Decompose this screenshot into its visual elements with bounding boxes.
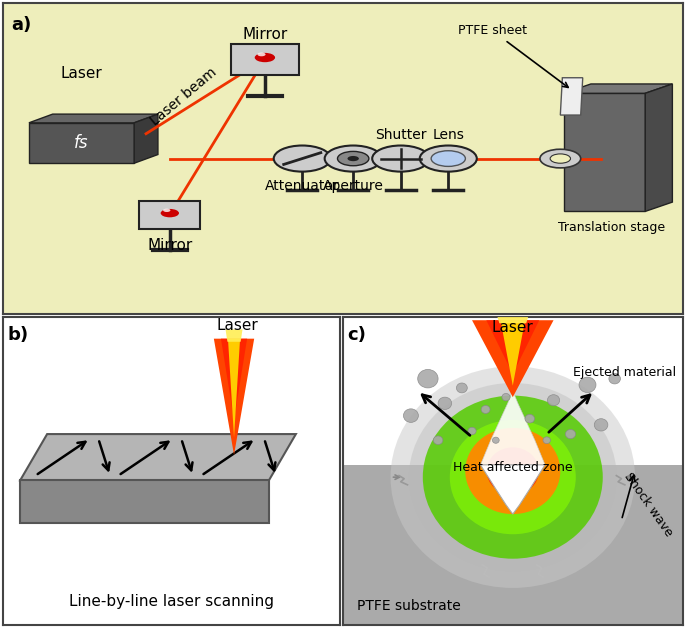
Text: Mirror: Mirror	[147, 239, 193, 253]
Circle shape	[255, 53, 275, 62]
Text: PTFE substrate: PTFE substrate	[357, 598, 460, 612]
Polygon shape	[21, 480, 269, 523]
Text: Attenuator: Attenuator	[265, 180, 340, 193]
Circle shape	[579, 377, 596, 392]
Circle shape	[468, 427, 476, 435]
Polygon shape	[564, 84, 672, 94]
Polygon shape	[501, 320, 525, 386]
Circle shape	[409, 383, 617, 571]
Circle shape	[465, 428, 560, 514]
Circle shape	[348, 156, 359, 161]
Circle shape	[594, 419, 608, 431]
Text: PTFE sheet: PTFE sheet	[458, 24, 568, 87]
Circle shape	[493, 437, 499, 443]
Circle shape	[324, 146, 381, 171]
Polygon shape	[226, 330, 242, 342]
Polygon shape	[134, 114, 158, 163]
Text: Mirror: Mirror	[242, 27, 287, 42]
Circle shape	[423, 396, 603, 559]
Polygon shape	[496, 311, 530, 323]
Text: Lens: Lens	[432, 128, 464, 143]
Circle shape	[420, 146, 477, 171]
Text: c): c)	[347, 327, 366, 344]
Circle shape	[403, 409, 418, 423]
Circle shape	[540, 149, 581, 168]
Circle shape	[418, 369, 438, 388]
Text: Laser: Laser	[492, 320, 534, 335]
Text: Shock wave: Shock wave	[622, 470, 676, 539]
Text: Shutter: Shutter	[375, 128, 427, 143]
Polygon shape	[486, 320, 539, 374]
Polygon shape	[29, 123, 134, 163]
Circle shape	[372, 146, 429, 171]
Text: Heat affected zone: Heat affected zone	[453, 462, 573, 474]
Circle shape	[274, 146, 331, 171]
Polygon shape	[480, 465, 545, 514]
Circle shape	[486, 447, 539, 495]
Circle shape	[550, 154, 571, 163]
Text: Line-by-line laser scanning: Line-by-line laser scanning	[69, 595, 274, 609]
Polygon shape	[221, 338, 247, 420]
Text: Ejected material: Ejected material	[573, 366, 676, 379]
Polygon shape	[564, 94, 646, 212]
Circle shape	[257, 53, 265, 57]
Text: b): b)	[8, 327, 29, 344]
Circle shape	[543, 437, 550, 443]
Text: Aperture: Aperture	[322, 180, 383, 193]
Circle shape	[450, 420, 576, 534]
Circle shape	[565, 430, 576, 439]
Polygon shape	[343, 465, 683, 625]
Circle shape	[525, 414, 534, 423]
Circle shape	[609, 374, 620, 384]
Circle shape	[438, 397, 451, 409]
Circle shape	[547, 394, 560, 406]
Polygon shape	[472, 320, 554, 397]
Circle shape	[163, 208, 170, 212]
Text: fs: fs	[74, 134, 88, 152]
Polygon shape	[139, 200, 200, 229]
Polygon shape	[231, 43, 299, 75]
Text: Translation stage: Translation stage	[558, 220, 665, 234]
Polygon shape	[646, 84, 672, 212]
Polygon shape	[228, 338, 240, 438]
Polygon shape	[21, 434, 296, 480]
Polygon shape	[214, 338, 255, 455]
Text: Laser: Laser	[217, 318, 258, 333]
Polygon shape	[29, 114, 158, 123]
Circle shape	[481, 406, 490, 413]
Text: Laser beam: Laser beam	[147, 65, 219, 128]
Circle shape	[161, 209, 179, 217]
Circle shape	[434, 436, 443, 445]
Circle shape	[390, 366, 635, 588]
Circle shape	[431, 151, 465, 166]
Circle shape	[338, 151, 369, 166]
Circle shape	[456, 383, 467, 393]
Text: Laser: Laser	[60, 67, 102, 82]
Text: a): a)	[12, 16, 32, 33]
Circle shape	[502, 394, 510, 401]
Polygon shape	[480, 391, 545, 465]
Polygon shape	[560, 78, 582, 115]
